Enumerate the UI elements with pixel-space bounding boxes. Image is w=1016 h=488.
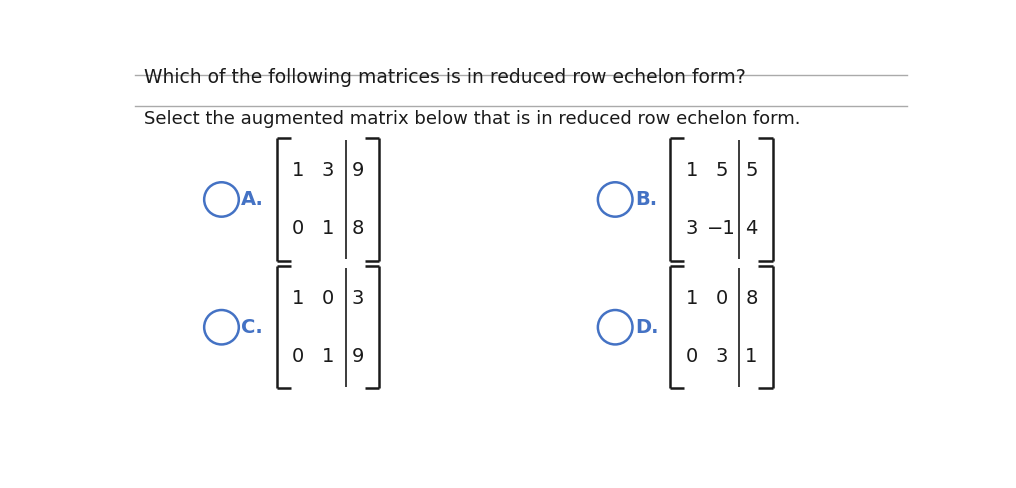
- Text: −1: −1: [707, 219, 736, 238]
- Text: 9: 9: [352, 347, 364, 366]
- Text: 3: 3: [686, 219, 698, 238]
- Text: 3: 3: [322, 161, 334, 180]
- Text: 1: 1: [686, 161, 698, 180]
- Text: 0: 0: [292, 219, 304, 238]
- Text: 1: 1: [292, 288, 304, 307]
- Text: 1: 1: [292, 161, 304, 180]
- Text: 0: 0: [686, 347, 698, 366]
- Text: 1: 1: [745, 347, 758, 366]
- Text: 4: 4: [745, 219, 758, 238]
- Text: 1: 1: [322, 347, 334, 366]
- Text: A.: A.: [241, 190, 264, 209]
- Text: 0: 0: [292, 347, 304, 366]
- Text: Select the augmented matrix below that is in reduced row echelon form.: Select the augmented matrix below that i…: [144, 110, 801, 128]
- Text: 8: 8: [745, 288, 758, 307]
- Text: 3: 3: [715, 347, 727, 366]
- Text: 1: 1: [322, 219, 334, 238]
- Text: 1: 1: [686, 288, 698, 307]
- Text: Which of the following matrices is in reduced row echelon form?: Which of the following matrices is in re…: [144, 68, 746, 87]
- Text: 5: 5: [745, 161, 758, 180]
- Text: D.: D.: [635, 318, 658, 337]
- Text: 0: 0: [322, 288, 334, 307]
- Text: B.: B.: [635, 190, 657, 209]
- Text: 9: 9: [352, 161, 364, 180]
- Text: 3: 3: [352, 288, 364, 307]
- Text: 5: 5: [715, 161, 727, 180]
- Text: C.: C.: [241, 318, 263, 337]
- Text: 8: 8: [352, 219, 364, 238]
- Text: 0: 0: [715, 288, 727, 307]
